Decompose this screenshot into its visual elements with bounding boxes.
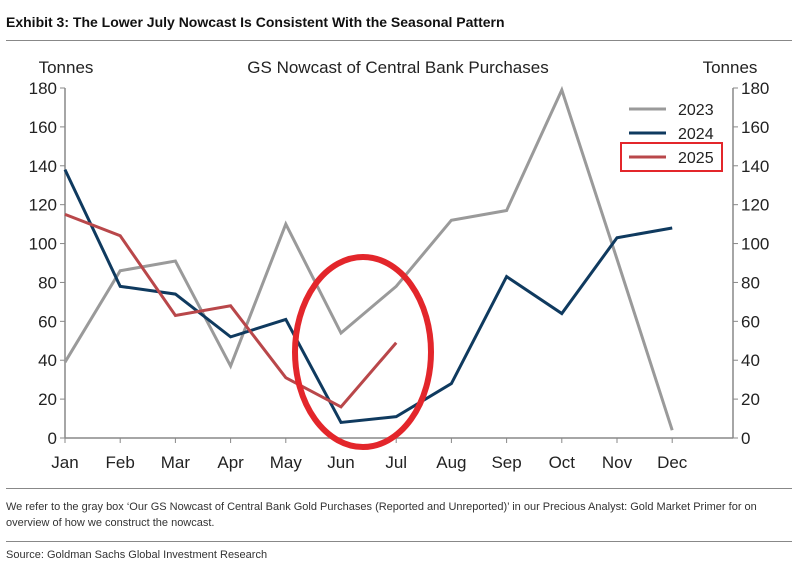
divider xyxy=(6,541,792,542)
y-tick-label-right: 100 xyxy=(741,235,769,254)
y-tick-label-right: 80 xyxy=(741,273,760,292)
y-tick-label-right: 20 xyxy=(741,390,760,409)
footnote: We refer to the gray box ‘Our GS Nowcast… xyxy=(6,501,757,529)
y-tick-label-left: 160 xyxy=(29,118,57,137)
legend-highlight-box xyxy=(620,142,723,172)
y-axis-label-left: Tonnes xyxy=(39,58,94,77)
y-tick-label-left: 0 xyxy=(48,429,57,448)
series-line-2023 xyxy=(63,85,674,431)
x-tick-label: Dec xyxy=(657,453,688,472)
y-tick-label-left: 20 xyxy=(38,390,57,409)
y-tick-label-left: 80 xyxy=(38,273,57,292)
y-tick-label-right: 40 xyxy=(741,351,760,370)
highlight-ellipse xyxy=(292,254,434,450)
y-tick-label-right: 0 xyxy=(741,429,750,448)
y-tick-label-right: 140 xyxy=(741,157,769,176)
exhibit-title: Exhibit 3: The Lower July Nowcast Is Con… xyxy=(6,14,505,30)
y-tick-label-right: 60 xyxy=(741,312,760,331)
y-axis-label-right: Tonnes xyxy=(703,58,758,77)
y-tick-label-left: 100 xyxy=(29,235,57,254)
x-tick-label: Oct xyxy=(549,453,576,472)
y-tick-label-left: 140 xyxy=(29,157,57,176)
y-tick-label-left: 120 xyxy=(29,196,57,215)
legend-label-2023: 2023 xyxy=(678,102,714,119)
chart-title: GS Nowcast of Central Bank Purchases xyxy=(247,58,548,77)
source: Source: Goldman Sachs Global Investment … xyxy=(6,549,268,561)
legend-label-2024: 2024 xyxy=(678,126,714,143)
x-tick-label: Feb xyxy=(106,453,135,472)
x-tick-label: Mar xyxy=(161,453,191,472)
y-tick-label-left: 180 xyxy=(29,79,57,98)
x-tick-label: Jul xyxy=(385,453,407,472)
x-tick-label: Sep xyxy=(491,453,521,472)
x-tick-label: May xyxy=(270,453,303,472)
series-line-2025 xyxy=(64,212,398,409)
y-tick-label-right: 120 xyxy=(741,196,769,215)
x-tick-label: Nov xyxy=(602,453,633,472)
series-line-2024 xyxy=(63,169,673,425)
y-tick-label-right: 160 xyxy=(741,118,769,137)
y-tick-label-left: 40 xyxy=(38,351,57,370)
x-tick-label: Jan xyxy=(51,453,78,472)
divider xyxy=(6,40,792,41)
divider xyxy=(6,488,792,489)
x-tick-label: Aug xyxy=(436,453,466,472)
legend-label-2025: 2025 xyxy=(678,150,714,167)
line-chart: GS Nowcast of Central Bank Purchases Ton… xyxy=(29,58,770,472)
x-tick-label: Jun xyxy=(327,453,354,472)
x-tick-label: Apr xyxy=(217,453,244,472)
y-tick-label-right: 180 xyxy=(741,79,769,98)
y-tick-label-left: 60 xyxy=(38,312,57,331)
